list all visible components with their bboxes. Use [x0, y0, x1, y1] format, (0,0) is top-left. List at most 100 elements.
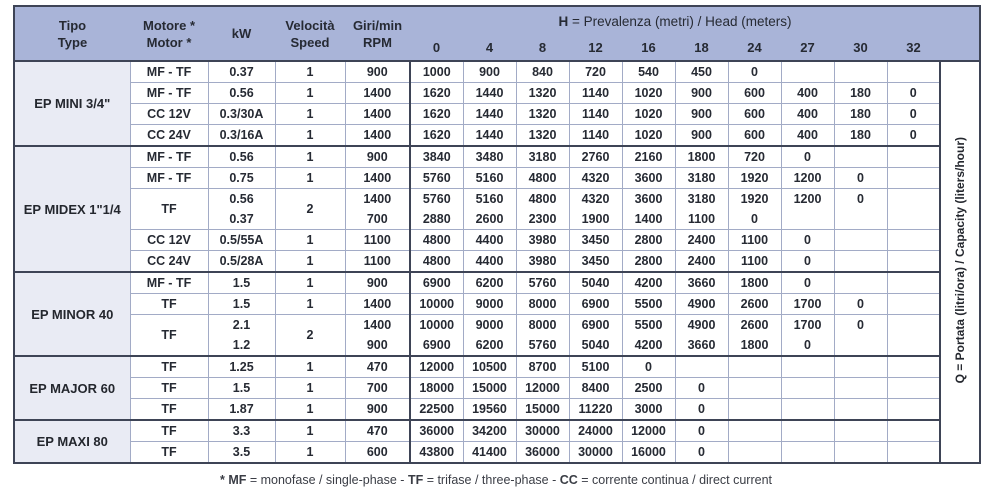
footnote-part: TF [407, 473, 424, 487]
cell-line: 1 [306, 171, 314, 185]
cell-line: 0.56 [229, 192, 254, 206]
rpm-cell: 470 [344, 355, 411, 378]
cell-line: 2800 [634, 233, 663, 247]
h-12-cell: 3450 [568, 229, 623, 251]
h-8-cell: 5760 [515, 271, 570, 294]
h-4-cell: 1440 [462, 82, 517, 104]
kw-cell: 1.25 [207, 355, 276, 378]
cell-line: 4800 [422, 233, 451, 247]
h-30-cell [833, 398, 888, 421]
cell-line: 4200 [634, 338, 663, 352]
cell-line: 2500 [634, 381, 663, 395]
table-body: EP MINI 3/4" MF - TF 0.37 1 900 1000 900 840 720… [13, 60, 981, 464]
rpm-cell: 600 [344, 441, 411, 464]
h-27-cell: 0 [780, 271, 835, 294]
table-row: CC 12V 0.5/55A 1 1100 4800 4400 3980 3450 2800 24… [14, 229, 980, 251]
h-8-cell: 8000 5760 [515, 314, 570, 357]
speed-cell: 1 [274, 103, 346, 125]
h-12-cell: 30000 [568, 441, 623, 464]
cell-line: TF [161, 297, 177, 311]
cell-line: 900 [366, 150, 388, 164]
header-line: Tipo [58, 17, 87, 33]
cell-line: 840 [532, 65, 553, 79]
h-18-cell: 2400 [674, 250, 729, 273]
cell-line: 0 [857, 297, 864, 311]
kw-cell: 1.5 [207, 271, 276, 294]
cell-line: 3450 [581, 254, 610, 268]
cell-line: 5040 [581, 276, 610, 290]
h-30-cell: 0 [833, 167, 888, 189]
h-8-cell: 840 [515, 60, 570, 83]
rpm-cell: 470 [344, 419, 411, 442]
kw-cell: 3.5 [207, 441, 276, 464]
h-30-cell: 180 [833, 82, 888, 104]
cell-line: 1.2 [232, 338, 251, 352]
h-4-cell: 9000 [462, 293, 517, 315]
table-row: TF 1.5 1 1400 10000 9000 8000 6900 5500 4900 2600 1… [14, 293, 980, 315]
h-30-cell [833, 441, 888, 464]
cell-line: 1400 [363, 128, 392, 142]
cell-line: 5160 [475, 171, 504, 185]
cell-line: 11220 [578, 402, 613, 416]
h-12-cell: 2760 [568, 145, 623, 168]
h-24-cell: 1100 [727, 250, 782, 273]
motor-cell: TF [129, 377, 209, 399]
cell-line: 8700 [528, 360, 557, 374]
motor-cell: MF - TF [129, 60, 209, 83]
h-0-cell: 4800 [409, 250, 464, 273]
cell-line: 1200 [793, 192, 822, 206]
cell-line: 1800 [740, 338, 769, 352]
h-18-cell: 3660 [674, 271, 729, 294]
h-18-cell: 3180 1100 [674, 188, 729, 230]
cell-line: 9000 [475, 297, 504, 311]
rpm-cell: 1100 [344, 250, 411, 273]
cell-line: 1440 [475, 128, 504, 142]
h-4-cell: 41400 [462, 441, 517, 464]
cell-line: 30000 [525, 424, 560, 438]
h-12-cell: 4320 [568, 167, 623, 189]
h-col-header-24: 24 [728, 35, 781, 62]
speed-cell: 1 [274, 441, 346, 464]
h-col-header-18: 18 [675, 35, 728, 62]
h-24-cell: 720 [727, 145, 782, 168]
h-12-cell: 720 [568, 60, 623, 83]
footnote: * MF = monofase / single-phase - TF = tr… [13, 473, 979, 487]
cell-line: 1100 [687, 212, 716, 226]
h-8-cell: 1320 [515, 103, 570, 125]
h-8-cell: 4800 [515, 167, 570, 189]
speed-cell: 1 [274, 419, 346, 442]
h-32-cell [886, 229, 941, 251]
motor-cell: MF - TF [129, 271, 209, 294]
cell-line: 1100 [363, 233, 391, 247]
h-32-cell [886, 419, 941, 442]
cell-line: 1200 [793, 171, 822, 185]
h-18-cell: 4900 3660 [674, 314, 729, 357]
cell-line: 30000 [578, 445, 613, 459]
cell-line: 1400 [363, 318, 392, 332]
h-24-cell: 1800 [727, 271, 782, 294]
cell-line: 3600 [634, 171, 663, 185]
h-0-cell: 10000 [409, 293, 464, 315]
cell-line: 470 [366, 424, 388, 438]
cell-line: 1020 [634, 107, 663, 121]
cell-line: 450 [691, 65, 712, 79]
kw-cell: 3.3 [207, 419, 276, 442]
cell-line: 34200 [472, 424, 507, 438]
h-18-cell: 0 [674, 441, 729, 464]
cell-line: 1 [306, 297, 314, 311]
cell-line: 8000 [528, 297, 557, 311]
cell-line: 3180 [687, 171, 716, 185]
cell-line: 3480 [475, 150, 504, 164]
col-header-tipo: Tipo Type [14, 6, 130, 62]
rpm-cell: 1400 [344, 167, 411, 189]
cell-line: 1400 [363, 297, 392, 311]
cell-line: 5160 [475, 192, 504, 206]
kw-cell: 0.56 [207, 82, 276, 104]
cell-line: 8400 [581, 381, 610, 395]
h-col-header-0: 0 [410, 35, 463, 62]
cell-line: 16000 [631, 445, 666, 459]
table-row: EP MIDEX 1"1/4 MF - TF 0.56 1 900 3840 3480 318… [13, 145, 980, 273]
h-4-cell: 4400 [462, 250, 517, 273]
cell-line: 1 [306, 128, 314, 142]
q-capacity-label: Q = Portata (litri/ora) / Capacity (lite… [953, 137, 967, 384]
